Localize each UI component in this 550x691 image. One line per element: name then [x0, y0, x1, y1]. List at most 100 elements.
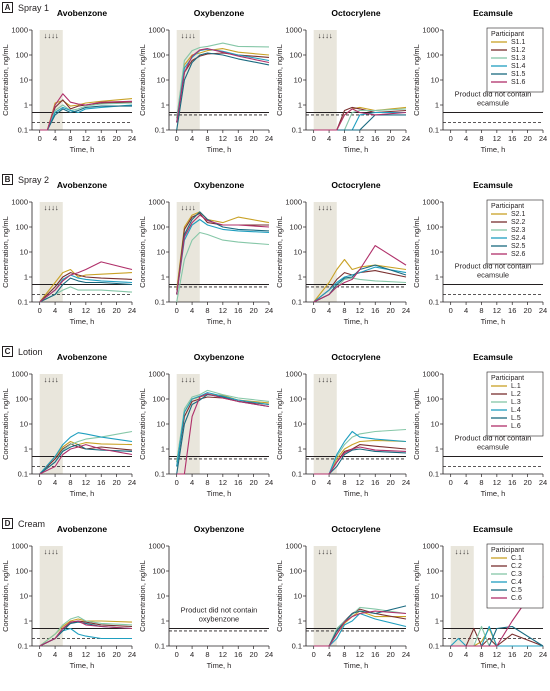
panel-title: Avobenzone [57, 352, 107, 362]
y-axis-label: Concentration, ng/mL [275, 560, 284, 632]
x-tick-label: 12 [82, 650, 90, 659]
legend-entry: L.1 [511, 383, 521, 390]
x-tick-label: 0 [38, 478, 42, 487]
x-tick-label: 8 [342, 306, 346, 315]
y-tick-label: 1 [435, 101, 439, 110]
y-tick-label: 100 [15, 567, 28, 576]
y-tick-label: 1000 [422, 198, 439, 207]
y-tick-label: 100 [15, 395, 28, 404]
x-axis-label: Time, h [481, 145, 506, 154]
chart-oxybenzone: Oxybenzone ↓↓↓↓ 0.1 1 10 100 1000 0 4 8 12 16 20 24 Ti… [138, 352, 273, 498]
x-tick-label: 12 [493, 478, 501, 487]
y-axis-label: Concentration, ng/mL [138, 216, 147, 288]
y-tick-label: 1 [24, 617, 28, 626]
x-tick-label: 0 [175, 134, 179, 143]
x-tick-label: 0 [38, 650, 42, 659]
y-tick-label: 10 [157, 420, 165, 429]
y-tick-label: 0.1 [292, 298, 302, 307]
series-line-6 [176, 48, 270, 123]
x-tick-label: 4 [190, 478, 194, 487]
panel-title: Ecamsule [473, 180, 513, 190]
y-axis-label: Concentration, ng/mL [1, 44, 10, 116]
y-tick-label: 1000 [148, 542, 165, 551]
x-tick-label: 0 [175, 650, 179, 659]
chart-ecamsule: Ecamsule ↓↓↓↓ 0.1 1 10 100 1000 0 4 8 12 16 20 24 Time… [412, 524, 547, 670]
legend-entry: S1.4 [511, 63, 526, 70]
series-line-6 [39, 93, 133, 131]
x-tick-label: 24 [539, 134, 547, 143]
y-tick-label: 1000 [422, 542, 439, 551]
x-tick-label: 20 [523, 306, 531, 315]
no-data-note: oxybenzone [199, 614, 239, 623]
dosing-period-shade [39, 546, 63, 646]
y-tick-label: 1 [24, 445, 28, 454]
no-data-note: Product did not contain [455, 261, 532, 270]
y-tick-label: 0.1 [18, 470, 28, 479]
legend-entry: S2.2 [511, 219, 526, 226]
x-axis-label: Time, h [70, 489, 95, 498]
dose-arrows: ↓↓↓↓ [318, 203, 333, 212]
x-tick-label: 8 [342, 650, 346, 659]
section-letter: B [2, 174, 13, 185]
legend-entry: C.3 [511, 571, 522, 578]
x-tick-label: 20 [523, 478, 531, 487]
x-tick-label: 4 [327, 478, 331, 487]
y-tick-label: 100 [152, 567, 165, 576]
x-tick-label: 8 [205, 650, 209, 659]
y-axis-label: Concentration, ng/mL [275, 388, 284, 460]
series-line-6 [313, 610, 407, 647]
y-tick-label: 10 [431, 248, 439, 257]
panel-title: Octocrylene [331, 180, 380, 190]
chart-avobenzone: Avobenzone ↓↓↓↓ 0.1 1 10 100 1000 0 4 8 12 16 20 24 Ti… [1, 524, 136, 670]
x-tick-label: 12 [493, 650, 501, 659]
x-tick-label: 16 [97, 478, 105, 487]
x-axis-label: Time, h [344, 145, 369, 154]
x-tick-label: 4 [464, 650, 468, 659]
x-axis-label: Time, h [207, 661, 232, 670]
no-data-note: ecamsule [477, 98, 509, 107]
y-tick-label: 0.1 [292, 642, 302, 651]
section-title: Lotion [18, 346, 43, 357]
x-tick-label: 8 [479, 134, 483, 143]
x-axis-label: Time, h [344, 661, 369, 670]
x-tick-label: 16 [97, 306, 105, 315]
legend-entry: L.3 [511, 399, 521, 406]
x-tick-label: 0 [312, 134, 316, 143]
panel-title: Octocrylene [331, 352, 380, 362]
dosing-period-shade [450, 546, 474, 646]
section-d: D Cream Avobenzone ↓↓↓↓ 0.1 1 10 100 1000 0 4 8 12 16… [0, 516, 550, 688]
legend-entry: C.4 [511, 579, 522, 586]
x-tick-label: 0 [449, 306, 453, 315]
panel-title: Oxybenzone [194, 352, 245, 362]
y-tick-label: 10 [20, 420, 28, 429]
x-tick-label: 20 [386, 650, 394, 659]
chart-octocrylene: Octocrylene ↓↓↓↓ 0.1 1 10 100 1000 0 4 8 12 16 20 24 T… [275, 8, 410, 154]
dosing-period-shade [313, 30, 337, 130]
y-tick-label: 1000 [148, 26, 165, 35]
legend-entry: S1.3 [511, 55, 526, 62]
legend-entry: S2.3 [511, 227, 526, 234]
chart-avobenzone: Avobenzone ↓↓↓↓ 0.1 1 10 100 1000 0 4 8 12 16 20 24 Ti… [1, 8, 136, 154]
x-tick-label: 24 [128, 134, 136, 143]
x-tick-label: 16 [508, 134, 516, 143]
chart-octocrylene: Octocrylene ↓↓↓↓ 0.1 1 10 100 1000 0 4 8 12 16 20 24 T… [275, 180, 410, 326]
y-tick-label: 1000 [285, 198, 302, 207]
x-tick-label: 4 [327, 306, 331, 315]
x-tick-label: 20 [523, 134, 531, 143]
x-tick-label: 24 [539, 650, 547, 659]
y-tick-label: 0.1 [155, 470, 165, 479]
series-line-3 [176, 42, 270, 119]
section-header: C Lotion [2, 346, 43, 357]
dosing-period-shade [39, 202, 63, 302]
dose-arrows: ↓↓↓↓ [181, 31, 196, 40]
series-line-5 [176, 211, 270, 295]
x-tick-label: 20 [249, 478, 257, 487]
y-tick-label: 1000 [285, 370, 302, 379]
chart-avobenzone: Avobenzone ↓↓↓↓ 0.1 1 10 100 1000 0 4 8 12 16 20 24 Ti… [1, 180, 136, 326]
no-data-note: ecamsule [477, 270, 509, 279]
section-title: Spray 2 [18, 174, 50, 185]
x-tick-label: 24 [402, 650, 410, 659]
y-tick-label: 10 [294, 248, 302, 257]
x-tick-label: 0 [449, 650, 453, 659]
x-tick-label: 4 [464, 478, 468, 487]
